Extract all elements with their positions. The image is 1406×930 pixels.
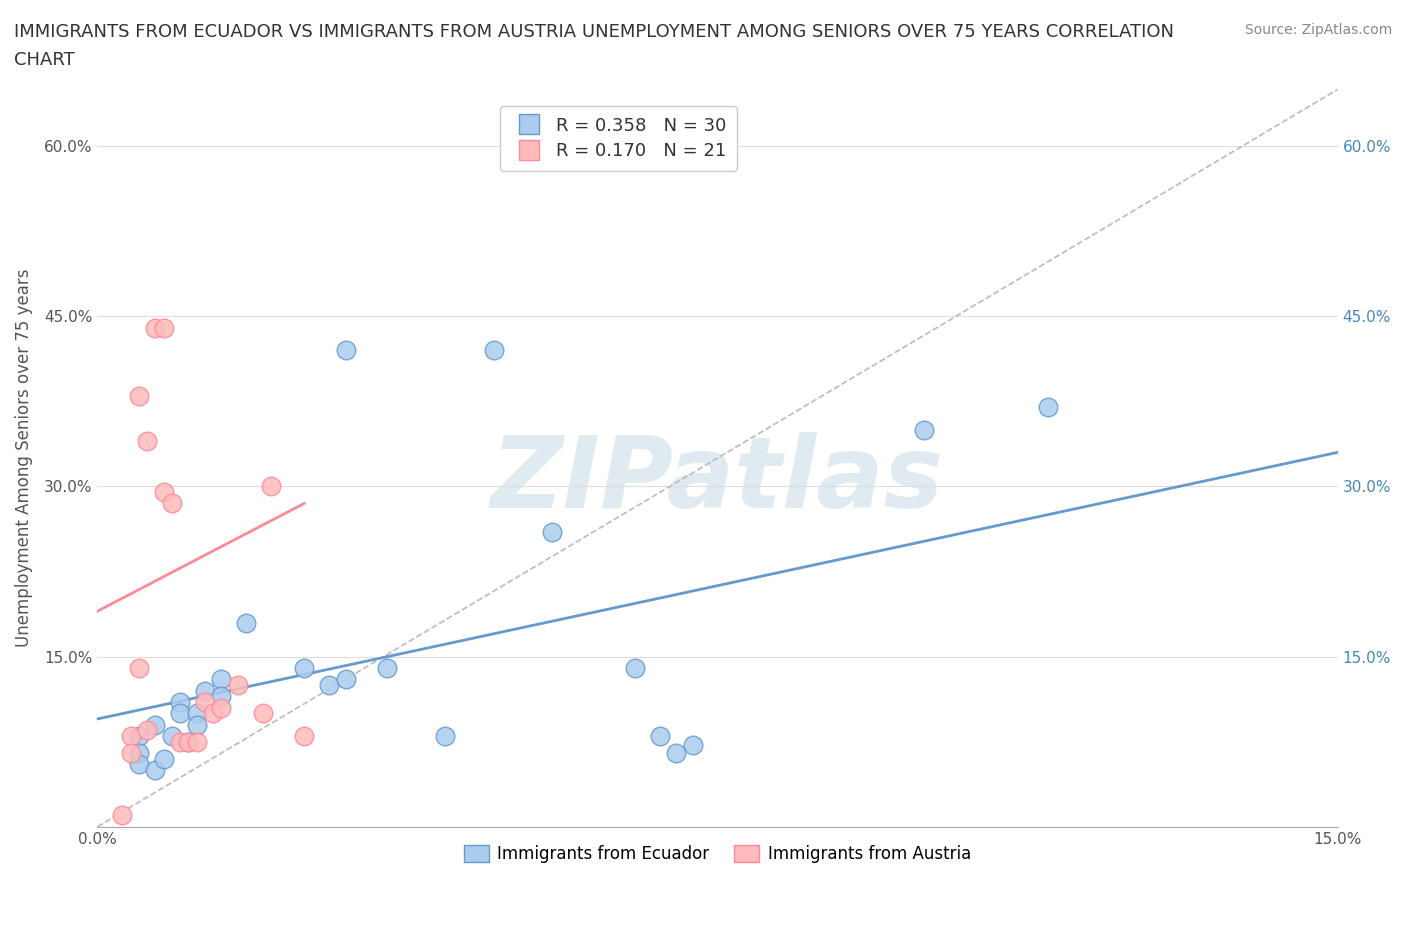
Point [169, 695, 191, 710]
Point [143, 320, 166, 335]
Point [128, 757, 150, 772]
Point [194, 695, 217, 710]
Text: Source: ZipAtlas.com: Source: ZipAtlas.com [1244, 23, 1392, 37]
Point [186, 717, 208, 732]
Legend: Immigrants from Ecuador, Immigrants from Austria: Immigrants from Ecuador, Immigrants from… [457, 839, 977, 870]
Point [152, 751, 174, 766]
Point [260, 479, 283, 494]
Point [160, 496, 183, 511]
Point [292, 660, 315, 675]
Point [211, 671, 233, 686]
Point [202, 706, 225, 721]
Point [128, 728, 150, 743]
Point [484, 343, 506, 358]
Text: CHART: CHART [14, 51, 75, 69]
Point [211, 689, 233, 704]
Text: IMMIGRANTS FROM ECUADOR VS IMMIGRANTS FROM AUSTRIA UNEMPLOYMENT AMONG SENIORS OV: IMMIGRANTS FROM ECUADOR VS IMMIGRANTS FR… [14, 23, 1174, 41]
Point [335, 343, 357, 358]
Point [120, 728, 142, 743]
Point [211, 700, 233, 715]
Point [252, 706, 274, 721]
Point [169, 706, 191, 721]
Point [152, 320, 174, 335]
Point [682, 737, 704, 752]
Point [136, 433, 159, 448]
Point [624, 660, 647, 675]
Point [226, 677, 249, 692]
Point [177, 734, 200, 749]
Point [292, 728, 315, 743]
Point [433, 728, 456, 743]
Point [120, 746, 142, 761]
Point [128, 746, 150, 761]
Point [169, 734, 191, 749]
Y-axis label: Unemployment Among Seniors over 75 years: Unemployment Among Seniors over 75 years [15, 269, 32, 647]
Text: ZIPatlas: ZIPatlas [491, 432, 943, 528]
Point [1038, 400, 1060, 415]
Point [136, 723, 159, 737]
Point [335, 671, 357, 686]
Point [912, 422, 935, 437]
Point [111, 808, 134, 823]
Point [160, 728, 183, 743]
Point [177, 734, 200, 749]
Point [648, 728, 671, 743]
Point [194, 684, 217, 698]
Point [235, 615, 257, 630]
Point [128, 660, 150, 675]
Point [375, 660, 398, 675]
Point [541, 525, 564, 539]
Point [186, 734, 208, 749]
Point [143, 717, 166, 732]
Point [186, 706, 208, 721]
Point [143, 763, 166, 777]
Point [128, 388, 150, 403]
Point [152, 485, 174, 499]
Point [318, 677, 340, 692]
Point [665, 746, 688, 761]
